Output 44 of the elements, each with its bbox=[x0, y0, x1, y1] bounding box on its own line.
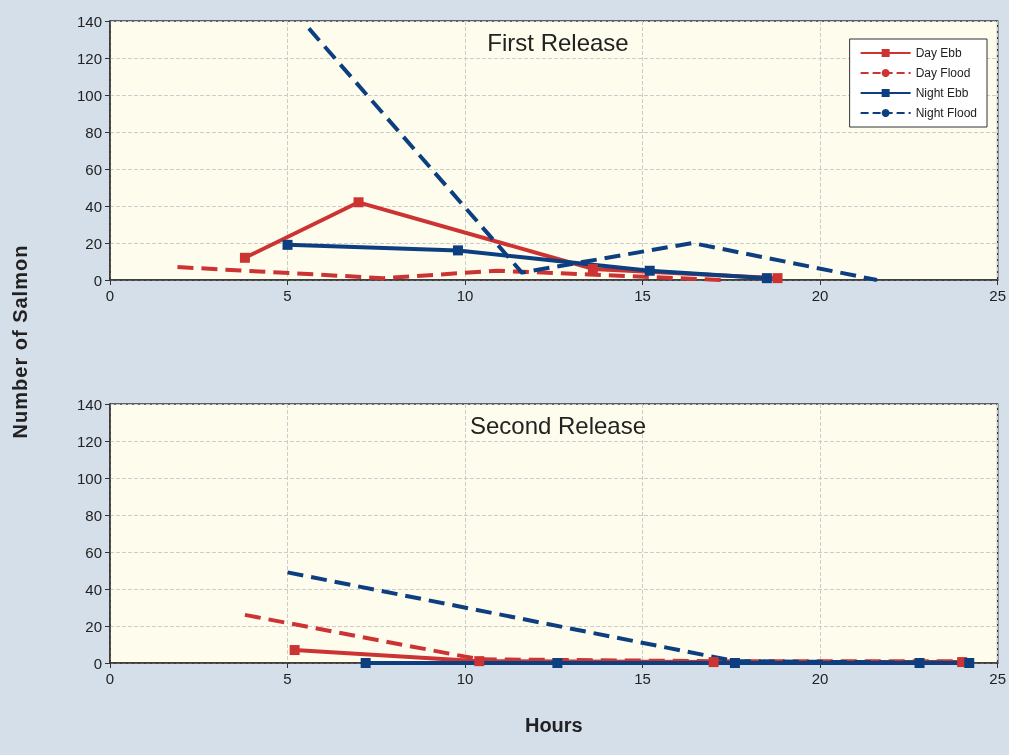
y-tick-label: 80 bbox=[85, 506, 102, 524]
y-tick-label: 0 bbox=[93, 654, 102, 672]
point bbox=[772, 273, 783, 284]
x-axis-title: Hours bbox=[524, 714, 583, 736]
x-tick-label: 0 bbox=[105, 287, 115, 304]
y-tick-label: 120 bbox=[76, 432, 102, 450]
point bbox=[587, 263, 598, 274]
y-tick-label: 40 bbox=[85, 580, 102, 598]
x-tick-label: 20 bbox=[811, 670, 829, 687]
point bbox=[761, 273, 772, 284]
chart-title: First Release bbox=[487, 28, 629, 56]
x-tick-label: 25 bbox=[989, 670, 1006, 687]
y-tick-label: 120 bbox=[76, 49, 102, 67]
y-tick-label: 140 bbox=[76, 12, 102, 30]
y-tick-label: 80 bbox=[85, 123, 102, 141]
y-tick-label: 100 bbox=[76, 469, 102, 487]
y-tick-label: 60 bbox=[85, 160, 102, 178]
legend-label: Day Flood bbox=[915, 66, 971, 80]
y-tick-label: 140 bbox=[76, 395, 102, 413]
legend-label: Day Ebb bbox=[915, 46, 962, 60]
point bbox=[239, 252, 250, 263]
y-tick-label: 20 bbox=[85, 234, 102, 252]
x-tick-label: 10 bbox=[456, 670, 474, 687]
point bbox=[452, 245, 463, 256]
y-tick-label: 40 bbox=[85, 197, 102, 215]
x-tick-label: 5 bbox=[283, 287, 292, 304]
y-axis-title: Number of Salmon bbox=[8, 243, 32, 441]
x-tick-label: 5 bbox=[283, 670, 292, 687]
chart-title: Second Release bbox=[469, 411, 647, 439]
legend-label: Night Ebb bbox=[915, 86, 969, 100]
y-tick-label: 20 bbox=[85, 617, 102, 635]
point bbox=[282, 239, 293, 250]
y-tick-label: 100 bbox=[76, 86, 102, 104]
x-tick-label: 20 bbox=[811, 287, 829, 304]
y-tick-label: 0 bbox=[93, 271, 102, 289]
x-tick-label: 15 bbox=[634, 287, 651, 304]
x-tick-label: 15 bbox=[634, 670, 651, 687]
x-tick-label: 0 bbox=[105, 670, 115, 687]
x-tick-label: 25 bbox=[989, 287, 1006, 304]
point bbox=[644, 265, 655, 276]
x-tick-label: 10 bbox=[456, 287, 474, 304]
y-tick-label: 60 bbox=[85, 543, 102, 561]
legend-label: Night Flood bbox=[915, 106, 978, 120]
point bbox=[353, 197, 364, 208]
